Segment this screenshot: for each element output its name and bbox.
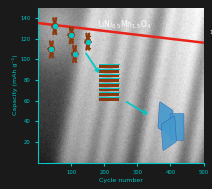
Bar [113, 88, 115, 91]
Bar [109, 79, 111, 82]
Bar [117, 79, 119, 82]
Bar [111, 79, 113, 82]
Bar [102, 69, 103, 73]
Bar [102, 79, 103, 82]
Bar [109, 93, 111, 96]
Bar [103, 69, 105, 73]
Bar [109, 83, 111, 87]
Bar [99, 93, 101, 96]
X-axis label: Cycle number: Cycle number [99, 178, 143, 183]
Bar [107, 97, 109, 101]
Bar [99, 65, 101, 68]
Bar [105, 93, 107, 96]
Bar [103, 74, 105, 77]
Bar [111, 69, 113, 73]
Bar [111, 83, 113, 87]
Y-axis label: Capacity (mAh g⁻¹): Capacity (mAh g⁻¹) [12, 55, 18, 115]
Text: LiNi$_{0.5}$Mn$_{1.5}$O$_4$: LiNi$_{0.5}$Mn$_{1.5}$O$_4$ [97, 18, 151, 31]
Bar [105, 83, 107, 87]
Bar [103, 65, 105, 68]
Bar [105, 74, 107, 77]
Bar [107, 93, 109, 96]
Bar [109, 65, 111, 68]
Bar [113, 83, 115, 87]
Bar [117, 93, 119, 96]
Bar [99, 83, 101, 87]
Bar [111, 88, 113, 91]
Bar [111, 65, 113, 68]
Bar [105, 88, 107, 91]
Bar [109, 97, 111, 101]
Bar [113, 97, 115, 101]
Bar [107, 74, 109, 77]
Bar [117, 65, 119, 68]
Bar [107, 83, 109, 87]
Bar [117, 88, 119, 91]
Bar [113, 65, 115, 68]
Bar [103, 88, 105, 91]
Bar [111, 74, 113, 77]
Bar [105, 97, 107, 101]
Bar [115, 83, 117, 87]
Bar [99, 69, 101, 73]
Bar [107, 69, 109, 73]
Bar [117, 69, 119, 73]
Bar [117, 74, 119, 77]
Bar [102, 83, 103, 87]
Bar [115, 97, 117, 101]
Bar [113, 93, 115, 96]
Bar [102, 97, 103, 101]
FancyBboxPatch shape [161, 116, 176, 150]
Bar [99, 88, 101, 91]
Bar [103, 79, 105, 82]
Bar [115, 79, 117, 82]
Bar [113, 69, 115, 73]
Text: 14%: 14% [209, 30, 212, 35]
Bar [111, 93, 113, 96]
Bar [115, 69, 117, 73]
Bar [102, 65, 103, 68]
Bar [117, 83, 119, 87]
Bar [113, 79, 115, 82]
Bar [115, 65, 117, 68]
Bar [109, 88, 111, 91]
Bar [105, 79, 107, 82]
Bar [109, 69, 111, 73]
Bar [107, 88, 109, 91]
Bar [117, 97, 119, 101]
Bar [103, 83, 105, 87]
Bar [115, 88, 117, 91]
FancyBboxPatch shape [170, 113, 184, 140]
Bar [99, 74, 101, 77]
Bar [102, 93, 103, 96]
Bar [115, 74, 117, 77]
Bar [99, 79, 101, 82]
Bar [103, 93, 105, 96]
Bar [102, 88, 103, 91]
Bar [102, 74, 103, 77]
Bar [107, 65, 109, 68]
Bar [105, 69, 107, 73]
Bar [115, 93, 117, 96]
Bar [99, 97, 101, 101]
Bar [113, 74, 115, 77]
FancyBboxPatch shape [158, 102, 173, 136]
Bar [111, 97, 113, 101]
Bar [107, 79, 109, 82]
Bar [103, 97, 105, 101]
Bar [109, 74, 111, 77]
Bar [105, 65, 107, 68]
